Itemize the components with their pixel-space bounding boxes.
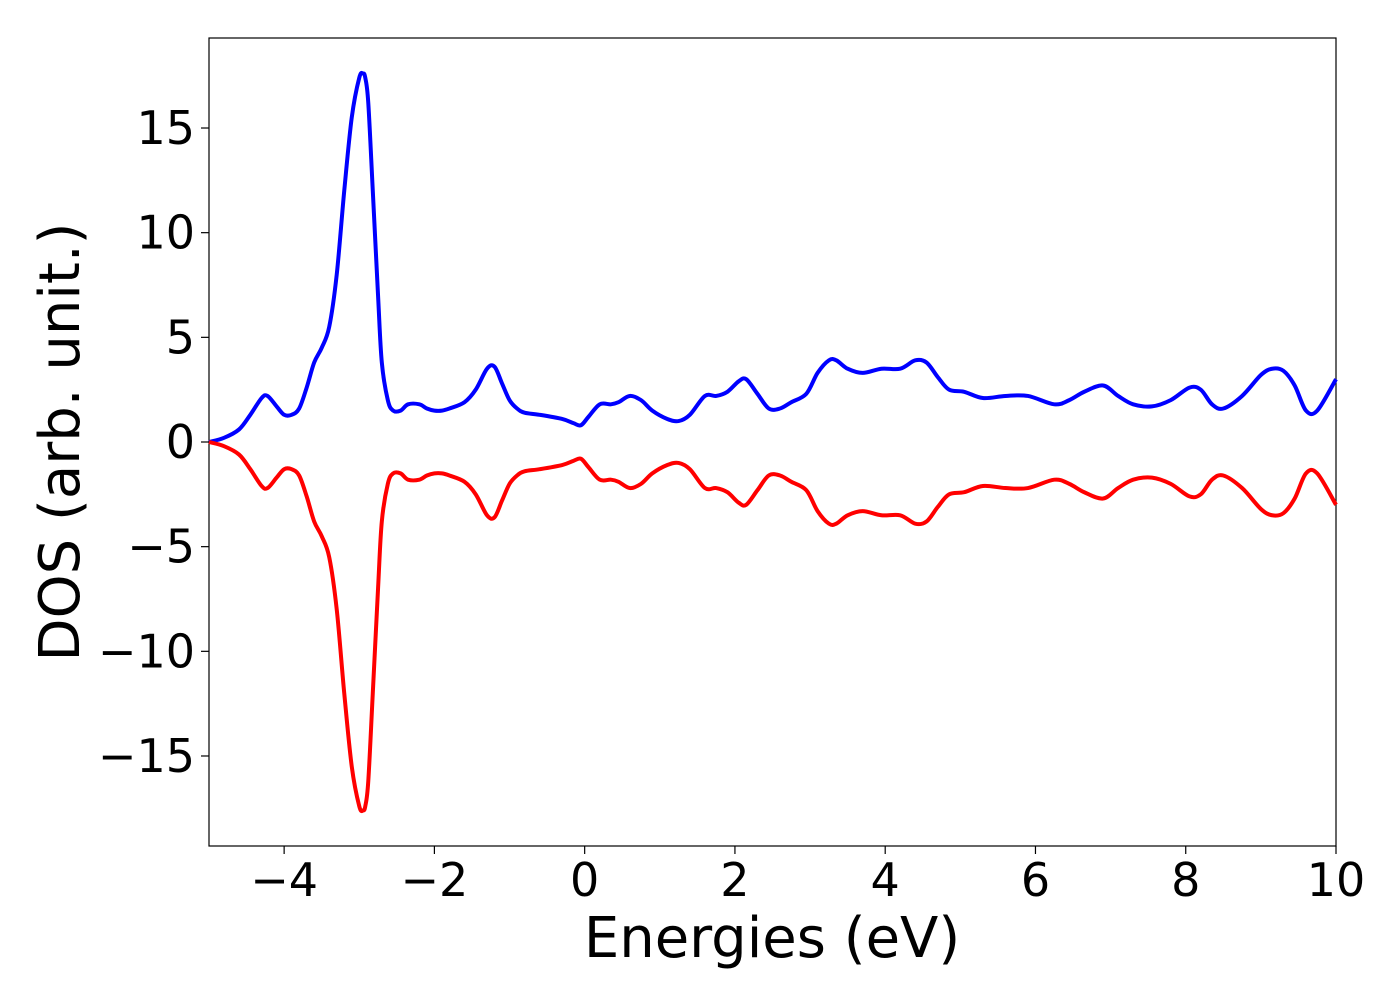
y-tick-label: −10 (98, 624, 195, 678)
series-1-line (208, 440, 1338, 814)
y-axis-ticks: −15 −10 −5 0 5 10 15 (98, 101, 209, 783)
y-tick-label: 15 (136, 101, 195, 155)
y-axis-title: DOS (arb. unit.) (28, 222, 93, 661)
y-tick-label: −5 (127, 520, 195, 574)
axes-frame (208, 37, 1337, 847)
plot-area (208, 37, 1338, 847)
x-tick-label: 4 (871, 853, 900, 907)
x-tick-label: 6 (1021, 853, 1050, 907)
x-tick-label: 0 (570, 853, 599, 907)
y-tick-label: −15 (98, 729, 195, 783)
x-axis-title: Energies (eV) (584, 906, 960, 971)
x-tick-label: −4 (250, 853, 318, 907)
series-0-line (208, 70, 1338, 444)
x-tick-label: 10 (1307, 853, 1366, 907)
x-tick-label: −2 (400, 853, 468, 907)
x-tick-label: 8 (1171, 853, 1200, 907)
series-layer (208, 70, 1338, 814)
y-tick-label: 5 (166, 310, 195, 364)
y-tick-label: 10 (136, 206, 195, 260)
x-tick-label: 2 (720, 853, 749, 907)
x-axis-ticks: −4 −2 0 2 4 6 8 10 (250, 846, 1365, 907)
y-tick-label: 0 (166, 415, 195, 469)
